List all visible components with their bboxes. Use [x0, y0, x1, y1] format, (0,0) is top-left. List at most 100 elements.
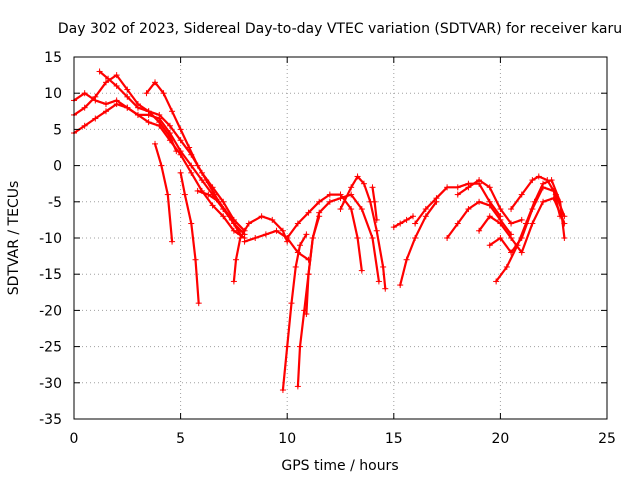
data-point	[316, 198, 323, 205]
data-point	[230, 278, 237, 285]
y-tick-label: -35	[39, 412, 62, 428]
series-arc-15	[337, 173, 389, 292]
y-tick-label: 0	[53, 159, 62, 175]
data-point	[309, 235, 316, 241]
data-point	[371, 198, 378, 205]
data-point	[92, 97, 99, 104]
series-arc-11	[279, 231, 310, 394]
data-point	[181, 191, 188, 198]
y-tick-label: 15	[44, 50, 62, 66]
series-arc-22	[476, 195, 568, 256]
data-point	[177, 169, 184, 176]
data-point	[81, 122, 88, 129]
x-tick-label: 25	[598, 431, 616, 447]
data-point	[233, 256, 240, 263]
series-arc-19	[412, 180, 504, 227]
series-arc-7	[177, 169, 202, 307]
data-point	[252, 235, 259, 241]
data-point	[369, 184, 376, 191]
data-point	[465, 206, 472, 213]
data-point	[241, 238, 248, 245]
x-tick-label: 5	[176, 431, 185, 447]
data-point	[152, 140, 159, 147]
series-arc-18	[397, 198, 440, 289]
data-point	[279, 227, 286, 234]
data-point	[288, 300, 295, 307]
series-arc-4	[96, 68, 180, 155]
data-point	[294, 220, 301, 227]
data-point	[173, 148, 180, 155]
data-point	[493, 278, 500, 285]
data-point	[337, 206, 344, 213]
data-point	[143, 90, 150, 97]
data-point	[124, 93, 131, 100]
series-arc-5	[143, 79, 244, 238]
data-point	[529, 177, 536, 184]
data-point	[220, 213, 227, 220]
data-point	[486, 213, 493, 220]
data-point	[279, 387, 286, 394]
series-trace	[72, 73, 246, 232]
data-point	[158, 162, 165, 169]
data-point	[284, 235, 291, 241]
data-point	[358, 267, 365, 274]
data-point	[508, 235, 515, 241]
data-point	[102, 79, 109, 86]
data-point	[92, 115, 99, 122]
series-trace	[392, 215, 415, 229]
data-point	[535, 173, 542, 180]
data-point	[273, 227, 280, 234]
data-point	[134, 111, 141, 118]
data-point	[518, 191, 525, 198]
data-point	[444, 235, 451, 241]
data-point	[497, 220, 504, 227]
data-point	[303, 311, 310, 318]
series-trace	[339, 175, 387, 290]
series-trace	[399, 200, 438, 287]
data-point	[292, 263, 299, 270]
data-point	[215, 198, 222, 205]
data-point	[540, 198, 547, 205]
series-layer	[71, 68, 568, 394]
data-point	[476, 227, 483, 234]
series-trace	[232, 215, 289, 283]
y-tick-label: -25	[39, 340, 62, 356]
chart-title: Day 302 of 2023, Sidereal Day-to-day VTE…	[58, 21, 622, 37]
data-point	[96, 68, 103, 75]
data-point	[303, 231, 310, 238]
data-point	[486, 242, 493, 249]
series-arc-21	[454, 177, 525, 227]
series-trace	[305, 193, 380, 316]
data-point	[105, 75, 112, 82]
series-trace	[281, 233, 308, 392]
series-arc-12	[294, 213, 323, 390]
data-point	[529, 220, 536, 227]
data-point	[156, 111, 163, 118]
data-point	[81, 90, 88, 97]
data-point	[177, 137, 184, 144]
x-tick-label: 10	[278, 431, 296, 447]
data-point	[422, 213, 429, 220]
series-trace	[153, 142, 174, 243]
series-trace	[98, 70, 178, 153]
data-point	[486, 202, 493, 209]
data-point	[454, 191, 461, 198]
data-point	[358, 206, 365, 213]
axis-ticks: 0 5 10 15 20 25 -35 -30 -25 -20 -15 -10 -5 0 5 10 15	[39, 50, 616, 447]
data-point	[258, 213, 265, 220]
data-point	[235, 227, 242, 234]
data-point	[160, 90, 167, 97]
y-axis-label: SDTVAR / TECUs	[6, 181, 22, 296]
data-point	[166, 122, 173, 129]
x-tick-label: 15	[385, 431, 403, 447]
data-point	[518, 235, 525, 241]
data-point	[348, 184, 355, 191]
data-point	[262, 231, 269, 238]
data-point	[508, 206, 515, 213]
data-point	[134, 104, 141, 111]
data-point	[503, 263, 510, 270]
data-point	[403, 256, 410, 263]
data-point	[382, 285, 389, 292]
data-point	[369, 235, 376, 241]
